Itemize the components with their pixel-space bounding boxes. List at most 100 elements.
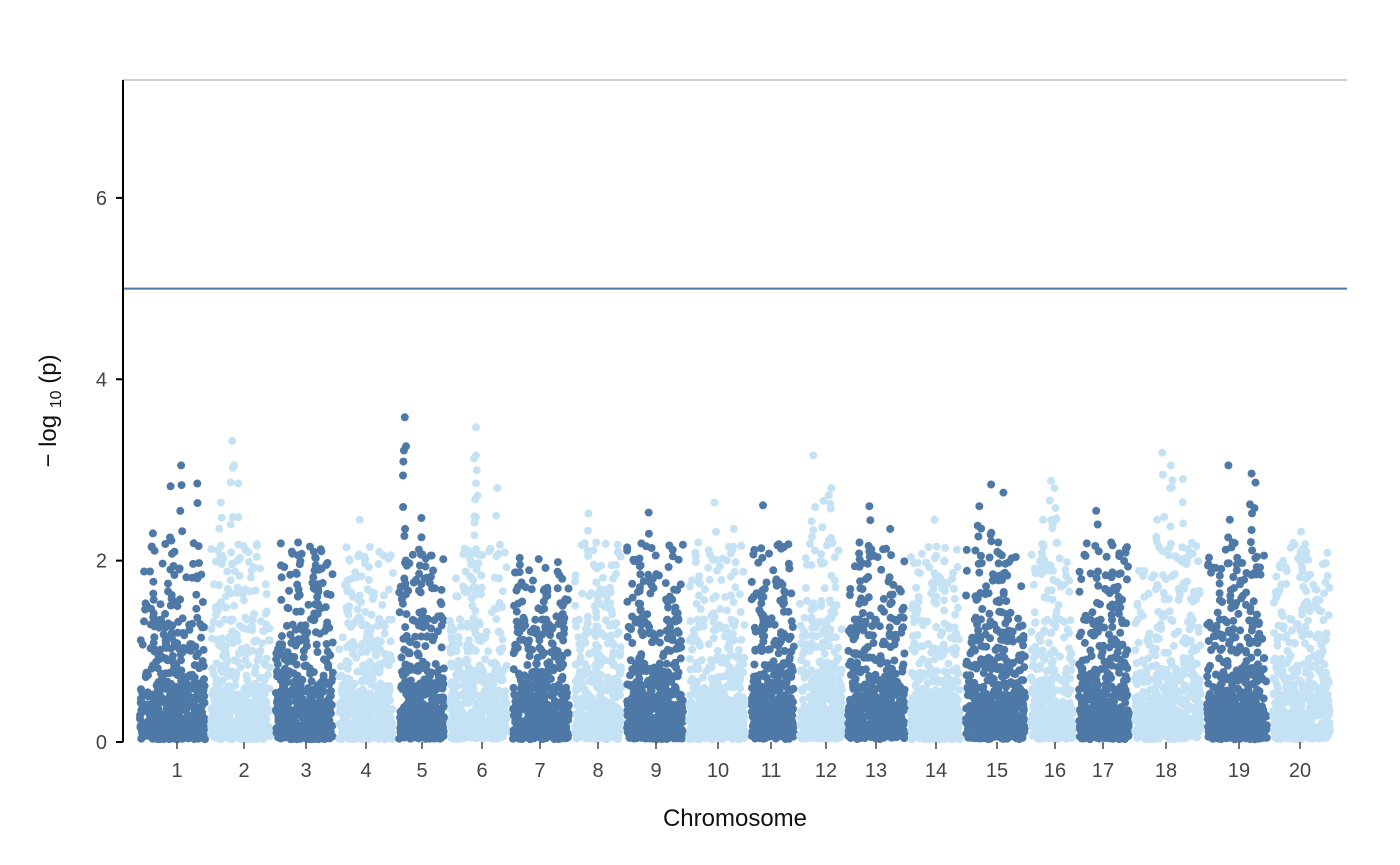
- chr-3-point: [300, 662, 309, 670]
- chr-1-point: [140, 617, 148, 626]
- chr-8-point: [592, 664, 601, 673]
- chr-7-point: [564, 584, 573, 593]
- chr-6-point: [493, 722, 502, 731]
- chr-1-point: [159, 723, 168, 731]
- chr-10-point: [708, 701, 717, 710]
- chr-8-point: [592, 622, 601, 631]
- chr-5-point: [395, 608, 404, 617]
- chr-10-point: [685, 655, 694, 663]
- chr-6-point: [502, 563, 511, 572]
- chr-3-point: [323, 559, 332, 567]
- chr-7-point: [540, 649, 549, 658]
- chr-6-point: [485, 720, 494, 729]
- chr-10-point: [695, 698, 704, 707]
- chr-9-point: [635, 554, 644, 563]
- chr-1-point: [145, 711, 154, 720]
- chr-2-point: [215, 524, 224, 533]
- chr-8-point: [590, 728, 599, 737]
- chr-4-point: [342, 657, 351, 666]
- chr-6-point: [472, 479, 480, 488]
- chr-10-point: [727, 709, 736, 718]
- chr-2-point: [217, 513, 226, 522]
- chr-9-peak-point: [664, 563, 673, 571]
- chr-1-point: [149, 661, 157, 670]
- chr-10-point: [707, 674, 716, 683]
- chr-7-point: [517, 721, 525, 730]
- chr-1-point: [177, 666, 186, 675]
- chr-5-point: [437, 643, 446, 652]
- chr-3-point: [280, 563, 289, 571]
- chr-8-point: [614, 548, 623, 556]
- chr-5-point: [437, 585, 446, 594]
- chr-8-point: [606, 631, 615, 640]
- chr-8-point: [592, 640, 600, 649]
- chr-7-point: [550, 732, 559, 741]
- chr-1-point: [184, 729, 193, 738]
- chr-6-point: [456, 622, 465, 631]
- chr-1-point: [198, 623, 207, 632]
- chr-2-point: [223, 567, 232, 576]
- chr-5-point: [399, 457, 408, 466]
- chr-9-point: [629, 689, 638, 698]
- chr-10-point: [735, 590, 744, 599]
- chr-5-point: [437, 614, 446, 623]
- chr-5-peak-point: [417, 514, 426, 522]
- chr-7-point: [559, 618, 568, 626]
- chr-7-point: [533, 722, 542, 731]
- chr-7-point: [534, 555, 543, 564]
- chr-4-point: [361, 689, 369, 697]
- chr-5-point: [438, 703, 447, 712]
- chr-6-point: [475, 673, 484, 682]
- chr-7-point: [544, 669, 552, 678]
- chr-6-point: [452, 592, 461, 601]
- chr-3-point: [328, 638, 337, 647]
- chr-5-point: [402, 610, 411, 619]
- chr-1-point: [158, 559, 167, 568]
- chr-6-point: [471, 495, 480, 504]
- chr-9-peak-point: [644, 508, 653, 517]
- chr-1-point: [192, 732, 201, 741]
- chr-4-peak-point: [365, 543, 374, 551]
- chr-2-point: [207, 722, 216, 731]
- chr-3-point: [313, 721, 322, 730]
- chr-2-point: [248, 730, 257, 739]
- chr-5-point: [399, 471, 407, 480]
- chr-2-point: [222, 652, 231, 661]
- chr-7-point: [552, 710, 561, 719]
- chr-9-point: [674, 628, 683, 637]
- chr-7-point: [515, 560, 524, 569]
- chr-4-point: [349, 730, 358, 739]
- chr-1-point: [166, 601, 175, 610]
- chr-8-point: [616, 643, 625, 652]
- chr-9-point: [673, 720, 682, 729]
- chr-4-point: [345, 602, 354, 611]
- chr-2-point: [250, 669, 259, 678]
- chr-1-point: [155, 623, 164, 632]
- chr-8-point: [592, 720, 601, 729]
- chr-9-point: [624, 699, 633, 708]
- chr-9-point: [668, 552, 677, 561]
- chr-8-peak-point: [592, 538, 601, 547]
- chr-1-point: [199, 645, 208, 654]
- chr-9-point: [642, 693, 651, 702]
- chr-8-point: [613, 540, 622, 549]
- chr-7-point: [547, 639, 556, 648]
- chr-4-point: [367, 706, 376, 715]
- chr-6-point: [475, 620, 484, 629]
- chr-7-point: [525, 566, 534, 575]
- chr-7-point: [523, 687, 532, 696]
- chr-2-point: [264, 636, 273, 645]
- chr-1-point: [171, 732, 180, 741]
- chr-9-point: [647, 544, 656, 552]
- chr-8-point: [581, 624, 590, 633]
- chr-4-point: [384, 554, 393, 563]
- chr-5-point: [439, 555, 448, 564]
- chr-2-point: [215, 601, 224, 609]
- chr-9-peak-point: [636, 570, 645, 579]
- chr-3-point: [300, 633, 309, 642]
- chr-8-point: [604, 715, 613, 724]
- chr-1-point: [198, 598, 207, 606]
- chr-10-point: [706, 686, 715, 695]
- chr-8-point: [592, 564, 601, 573]
